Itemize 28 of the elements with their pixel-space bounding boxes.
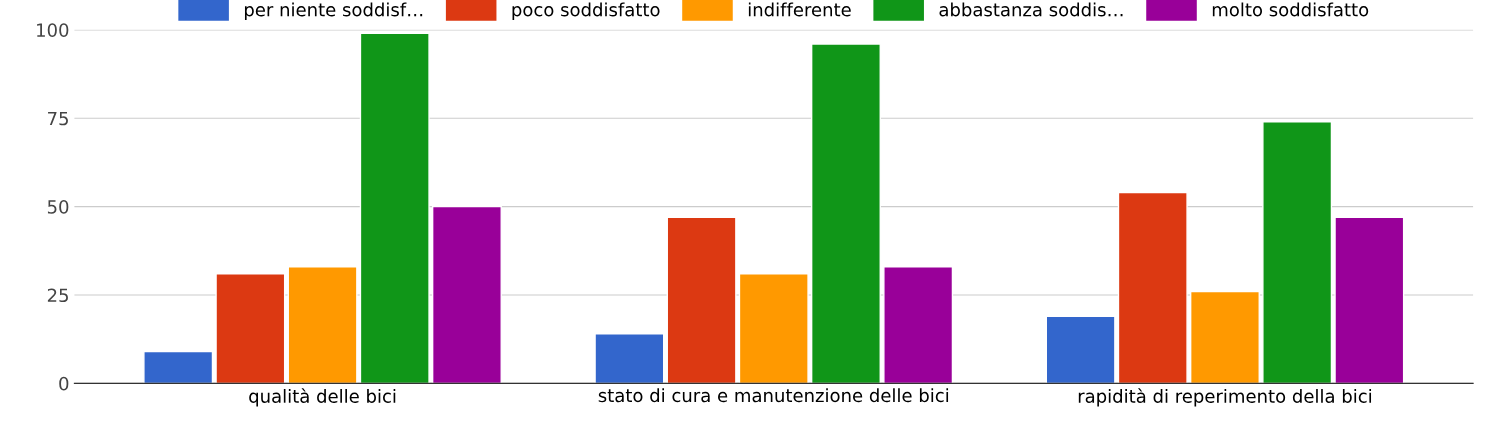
legend-label: poco soddisfatto — [512, 2, 660, 20]
bar — [431, 205, 502, 384]
bar — [1262, 121, 1333, 384]
bar — [143, 350, 214, 384]
bar — [594, 333, 665, 384]
bar — [1334, 216, 1405, 384]
y-tick-label: 75 — [48, 111, 68, 126]
bar — [810, 43, 881, 384]
bar — [1045, 315, 1116, 384]
legend-label: molto soddisfatto — [1212, 2, 1369, 17]
bar — [359, 32, 430, 384]
bar — [1117, 191, 1188, 384]
x-tick-label: stato di cura e manutenzione delle bici — [598, 388, 949, 403]
y-tick-label: 25 — [47, 288, 68, 303]
legend-label: per niente soddisf… — [244, 2, 423, 20]
bar — [287, 266, 358, 384]
x-tick-label: qualità delle bici — [249, 388, 396, 407]
y-tick-label: 0 — [59, 376, 69, 391]
bar — [883, 266, 954, 384]
bar — [738, 273, 809, 384]
legend-label: abbastanza soddis… — [939, 2, 1123, 17]
bar — [215, 273, 286, 384]
x-tick-label: rapidità di reperimento della bici — [1078, 388, 1372, 407]
y-tick-label: 50 — [47, 200, 69, 214]
legend-label: indifferente — [748, 2, 851, 17]
bar — [666, 216, 737, 384]
bar — [1189, 290, 1260, 384]
y-tick-label: 100 — [37, 23, 69, 37]
